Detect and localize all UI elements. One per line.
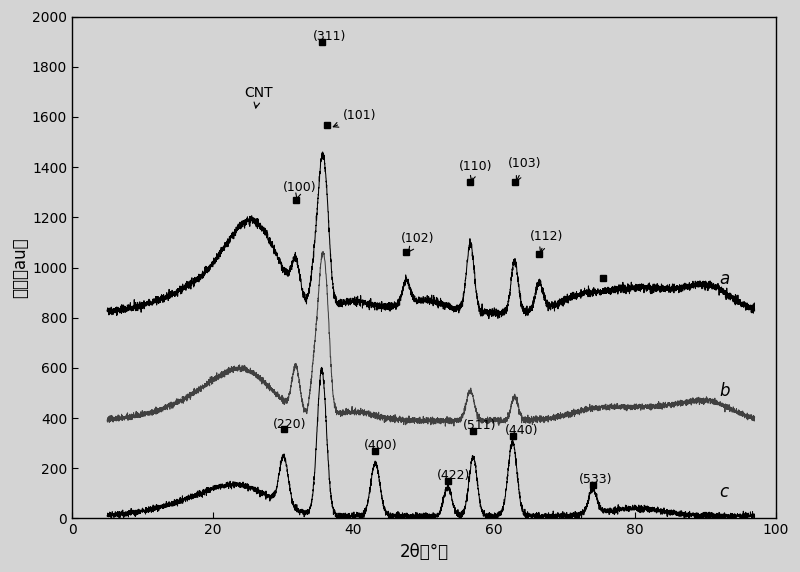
Text: (112): (112) <box>530 230 562 252</box>
Text: (422): (422) <box>437 470 470 482</box>
Text: (102): (102) <box>402 232 435 252</box>
Text: (511): (511) <box>463 419 497 432</box>
Y-axis label: 强度（au）: 强度（au） <box>11 237 29 298</box>
Text: c: c <box>719 483 729 501</box>
X-axis label: 2θ（°）: 2θ（°） <box>399 543 449 561</box>
Text: (110): (110) <box>459 160 493 181</box>
Text: b: b <box>719 382 730 399</box>
Text: (103): (103) <box>508 157 542 181</box>
Text: (440): (440) <box>505 424 538 437</box>
Text: (533): (533) <box>578 474 612 486</box>
Text: (400): (400) <box>364 439 398 452</box>
Text: (311): (311) <box>314 30 346 43</box>
Text: (220): (220) <box>273 418 306 431</box>
Text: (100): (100) <box>283 181 317 200</box>
Text: a: a <box>719 270 730 288</box>
Text: (101): (101) <box>334 109 377 127</box>
Text: CNT: CNT <box>245 86 273 108</box>
